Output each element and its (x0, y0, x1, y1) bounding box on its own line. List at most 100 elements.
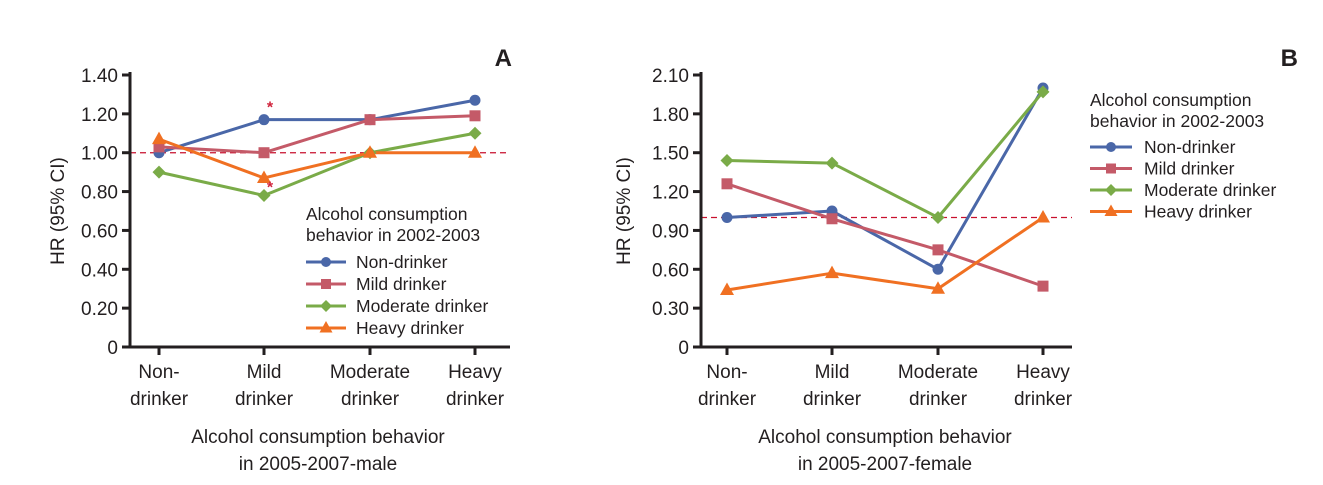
panel-label: B (1281, 45, 1298, 72)
y-tick-label: 0.40 (81, 260, 118, 281)
x-tick-label: Non- (138, 362, 179, 383)
data-point (825, 265, 839, 279)
series-line-heavy-drinker (158, 137, 475, 180)
panel-a: A 0 0.20 0.40 0.60 0.80 1.00 1.20 1.40 Non-drinke… (48, 45, 512, 475)
x-tick-label: drinker (235, 389, 294, 410)
data-point (932, 263, 944, 275)
legend-label: Mild drinker (356, 274, 447, 294)
y-tick-label: 1.50 (652, 144, 689, 165)
legend-item: Non-drinker (306, 252, 448, 272)
data-point (720, 153, 734, 167)
x-axis-title: Alcohol consumption behavior (758, 427, 1012, 448)
y-tick-label: 1.40 (81, 66, 118, 87)
x-tick-label: drinker (341, 389, 400, 410)
legend-item: Moderate drinker (306, 296, 488, 316)
diamond-marker-icon (1105, 184, 1117, 196)
x-axis-title: Alcohol consumption behavior (191, 427, 445, 448)
series-line-heavy-drinker (726, 216, 1044, 292)
legend-title: behavior in 2002-2003 (306, 225, 480, 245)
x-axis-title: in 2005-2007-female (798, 454, 972, 475)
series-line-non-drinker (726, 87, 1045, 271)
legend-label: Mild drinker (1144, 159, 1235, 179)
y-tick-label: 1.20 (652, 183, 689, 204)
data-point (932, 244, 944, 256)
data-point (364, 114, 376, 126)
y-tick-label: 0.80 (81, 183, 118, 204)
data-point (153, 141, 165, 153)
x-tick-label: Heavy (1016, 362, 1070, 383)
data-point (469, 110, 481, 122)
legend-title: Alcohol consumption (1090, 90, 1251, 110)
legend-title: Alcohol consumption (306, 204, 467, 224)
significance-asterisk: * (267, 100, 274, 117)
y-tick-label: 0 (678, 338, 689, 359)
diamond-marker-icon (320, 300, 332, 312)
y-tick-label: 0.60 (81, 221, 118, 242)
legend-item: Mild drinker (1090, 159, 1235, 179)
data-point (931, 210, 945, 224)
data-point (721, 211, 733, 223)
square-marker-icon (1106, 163, 1116, 174)
data-point (258, 114, 270, 126)
y-tick-label: 0.60 (652, 260, 689, 281)
data-point (825, 156, 839, 170)
x-tick-label: Heavy (448, 362, 502, 383)
series-line-moderate-drinker (726, 90, 1045, 219)
data-point (931, 281, 945, 294)
data-point (468, 145, 482, 158)
legend-label: Heavy drinker (1144, 202, 1252, 222)
legend-item: Moderate drinker (1090, 180, 1276, 200)
x-tick-label: drinker (698, 389, 757, 410)
x-axis-title: in 2005-2007-male (239, 454, 397, 475)
y-tick-label: 0 (107, 338, 118, 359)
series-line-moderate-drinker (158, 131, 476, 197)
legend-title: behavior in 2002-2003 (1090, 111, 1264, 131)
legend-label: Non-drinker (356, 252, 448, 272)
data-point (826, 213, 838, 225)
y-tick-label: 0.90 (652, 221, 689, 242)
x-tick-label: drinker (130, 389, 189, 410)
data-point (152, 131, 166, 145)
circle-marker-icon (1106, 142, 1116, 152)
legend-item: Heavy drinker (306, 318, 464, 338)
legend-label: Heavy drinker (356, 318, 464, 338)
panel-b: B 0 0.30 0.60 0.90 1.20 1.50 1.80 2.10 Non-drinke… (614, 45, 1298, 475)
square-marker-icon (321, 279, 331, 289)
data-point (469, 94, 481, 106)
data-point (468, 126, 482, 140)
data-point (1036, 209, 1050, 223)
triangle-marker-icon (319, 321, 333, 333)
data-point (257, 188, 271, 202)
y-tick-label: 2.10 (652, 66, 689, 87)
circle-marker-icon (321, 257, 331, 267)
x-tick-label: drinker (803, 389, 862, 410)
legend-item: Non-drinker (1090, 137, 1236, 157)
y-tick-label: 0.30 (652, 299, 689, 320)
x-tick-label: drinker (1014, 389, 1073, 410)
panel-label: A (495, 45, 512, 72)
legend-label: Moderate drinker (1144, 180, 1276, 200)
data-point (1036, 85, 1050, 99)
legend-label: Non-drinker (1144, 137, 1236, 157)
data-point (152, 165, 166, 179)
data-point (257, 170, 271, 183)
x-tick-label: Moderate (898, 362, 978, 383)
series-line-mild-drinker (726, 182, 1044, 288)
data-point (720, 282, 734, 296)
x-tick-label: drinker (909, 389, 968, 410)
legend-item: Heavy drinker (1090, 202, 1252, 222)
data-point (1037, 280, 1049, 292)
triangle-marker-icon (1104, 204, 1118, 216)
legend-label: Moderate drinker (356, 296, 488, 316)
y-tick-label: 1.20 (81, 105, 118, 126)
data-point (258, 147, 270, 159)
y-axis-title: HR (95% CI) (614, 157, 635, 265)
data-point (363, 145, 377, 158)
x-tick-label: Mild (815, 362, 850, 383)
series-line-mild-drinker (158, 114, 476, 155)
x-tick-label: drinker (446, 389, 505, 410)
significance-asterisk: * (267, 179, 274, 196)
